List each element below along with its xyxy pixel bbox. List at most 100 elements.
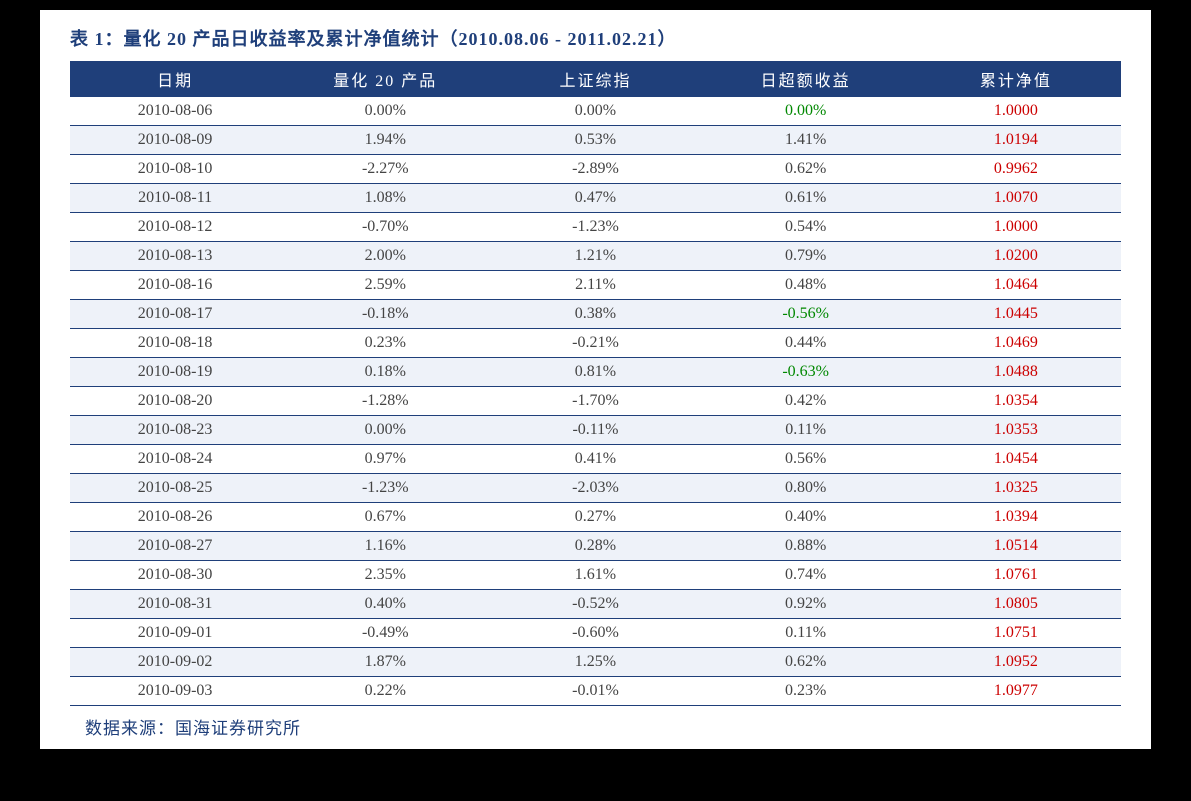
cell-nav: 1.0761	[911, 561, 1121, 590]
cell-date: 2010-08-23	[70, 416, 280, 445]
cell-date: 2010-08-17	[70, 300, 280, 329]
table-row: 2010-08-060.00%0.00%0.00%1.0000	[70, 97, 1121, 126]
cell-excess: 1.41%	[701, 126, 911, 155]
cell-nav: 1.0354	[911, 387, 1121, 416]
cell-nav: 1.0000	[911, 97, 1121, 126]
table-title: 表 1：量化 20 产品日收益率及累计净值统计（2010.08.06 - 201…	[70, 25, 1121, 61]
table-row: 2010-08-260.67%0.27%0.40%1.0394	[70, 503, 1121, 532]
cell-date: 2010-08-10	[70, 155, 280, 184]
table-row: 2010-08-12-0.70%-1.23%0.54%1.0000	[70, 213, 1121, 242]
cell-nav: 1.0194	[911, 126, 1121, 155]
header-row: 日期 量化 20 产品 上证综指 日超额收益 累计净值	[70, 61, 1121, 97]
cell-index: -0.52%	[490, 590, 700, 619]
cell-nav: 1.0070	[911, 184, 1121, 213]
cell-product: 0.40%	[280, 590, 490, 619]
cell-nav: 1.0488	[911, 358, 1121, 387]
cell-excess: -0.56%	[701, 300, 911, 329]
cell-product: 0.23%	[280, 329, 490, 358]
table-row: 2010-08-302.35%1.61%0.74%1.0761	[70, 561, 1121, 590]
cell-index: 2.11%	[490, 271, 700, 300]
cell-index: -1.70%	[490, 387, 700, 416]
cell-excess: 0.48%	[701, 271, 911, 300]
data-table: 日期 量化 20 产品 上证综指 日超额收益 累计净值 2010-08-060.…	[70, 61, 1121, 706]
cell-date: 2010-08-06	[70, 97, 280, 126]
cell-date: 2010-09-01	[70, 619, 280, 648]
cell-date: 2010-08-12	[70, 213, 280, 242]
cell-index: 1.21%	[490, 242, 700, 271]
cell-nav: 1.0353	[911, 416, 1121, 445]
cell-index: 0.41%	[490, 445, 700, 474]
cell-date: 2010-08-11	[70, 184, 280, 213]
cell-excess: 0.79%	[701, 242, 911, 271]
cell-nav: 1.0394	[911, 503, 1121, 532]
cell-date: 2010-08-09	[70, 126, 280, 155]
cell-date: 2010-08-27	[70, 532, 280, 561]
cell-nav: 1.0952	[911, 648, 1121, 677]
cell-index: -0.01%	[490, 677, 700, 706]
table-row: 2010-08-310.40%-0.52%0.92%1.0805	[70, 590, 1121, 619]
cell-product: -0.70%	[280, 213, 490, 242]
cell-date: 2010-08-26	[70, 503, 280, 532]
cell-date: 2010-08-16	[70, 271, 280, 300]
cell-nav: 1.0464	[911, 271, 1121, 300]
cell-date: 2010-08-18	[70, 329, 280, 358]
cell-excess: 0.92%	[701, 590, 911, 619]
cell-product: 0.22%	[280, 677, 490, 706]
data-source: 数据来源：国海证券研究所	[70, 706, 1121, 739]
col-header-index: 上证综指	[490, 61, 700, 97]
cell-excess: 0.00%	[701, 97, 911, 126]
table-row: 2010-08-111.08%0.47%0.61%1.0070	[70, 184, 1121, 213]
cell-product: 0.18%	[280, 358, 490, 387]
table-row: 2010-08-190.18%0.81%-0.63%1.0488	[70, 358, 1121, 387]
table-row: 2010-08-10-2.27%-2.89%0.62%0.9962	[70, 155, 1121, 184]
cell-product: -0.18%	[280, 300, 490, 329]
table-row: 2010-08-162.59%2.11%0.48%1.0464	[70, 271, 1121, 300]
cell-date: 2010-08-25	[70, 474, 280, 503]
cell-date: 2010-08-31	[70, 590, 280, 619]
cell-index: 1.25%	[490, 648, 700, 677]
table-row: 2010-08-180.23%-0.21%0.44%1.0469	[70, 329, 1121, 358]
cell-nav: 1.0751	[911, 619, 1121, 648]
cell-date: 2010-08-13	[70, 242, 280, 271]
cell-index: 1.61%	[490, 561, 700, 590]
cell-nav: 1.0469	[911, 329, 1121, 358]
cell-product: 1.94%	[280, 126, 490, 155]
col-header-date: 日期	[70, 61, 280, 97]
cell-product: 0.00%	[280, 97, 490, 126]
cell-excess: 0.54%	[701, 213, 911, 242]
cell-excess: 0.74%	[701, 561, 911, 590]
table-row: 2010-08-17-0.18%0.38%-0.56%1.0445	[70, 300, 1121, 329]
cell-excess: 0.80%	[701, 474, 911, 503]
cell-product: -2.27%	[280, 155, 490, 184]
cell-product: 1.16%	[280, 532, 490, 561]
cell-product: 2.35%	[280, 561, 490, 590]
cell-index: 0.00%	[490, 97, 700, 126]
table-row: 2010-08-230.00%-0.11%0.11%1.0353	[70, 416, 1121, 445]
col-header-nav: 累计净值	[911, 61, 1121, 97]
cell-index: -2.89%	[490, 155, 700, 184]
cell-excess: 0.11%	[701, 416, 911, 445]
cell-nav: 1.0977	[911, 677, 1121, 706]
cell-index: -0.11%	[490, 416, 700, 445]
cell-index: 0.28%	[490, 532, 700, 561]
table-container: 表 1：量化 20 产品日收益率及累计净值统计（2010.08.06 - 201…	[40, 10, 1151, 749]
table-row: 2010-08-091.94%0.53%1.41%1.0194	[70, 126, 1121, 155]
cell-index: -0.60%	[490, 619, 700, 648]
cell-product: 2.59%	[280, 271, 490, 300]
cell-index: -0.21%	[490, 329, 700, 358]
cell-product: -1.28%	[280, 387, 490, 416]
cell-excess: 0.40%	[701, 503, 911, 532]
cell-index: -2.03%	[490, 474, 700, 503]
cell-excess: 0.61%	[701, 184, 911, 213]
cell-excess: 0.42%	[701, 387, 911, 416]
cell-nav: 1.0000	[911, 213, 1121, 242]
cell-excess: 0.56%	[701, 445, 911, 474]
cell-nav: 1.0325	[911, 474, 1121, 503]
cell-excess: 0.88%	[701, 532, 911, 561]
col-header-product: 量化 20 产品	[280, 61, 490, 97]
table-row: 2010-08-240.97%0.41%0.56%1.0454	[70, 445, 1121, 474]
cell-date: 2010-08-19	[70, 358, 280, 387]
cell-index: 0.47%	[490, 184, 700, 213]
cell-product: 0.67%	[280, 503, 490, 532]
cell-index: -1.23%	[490, 213, 700, 242]
